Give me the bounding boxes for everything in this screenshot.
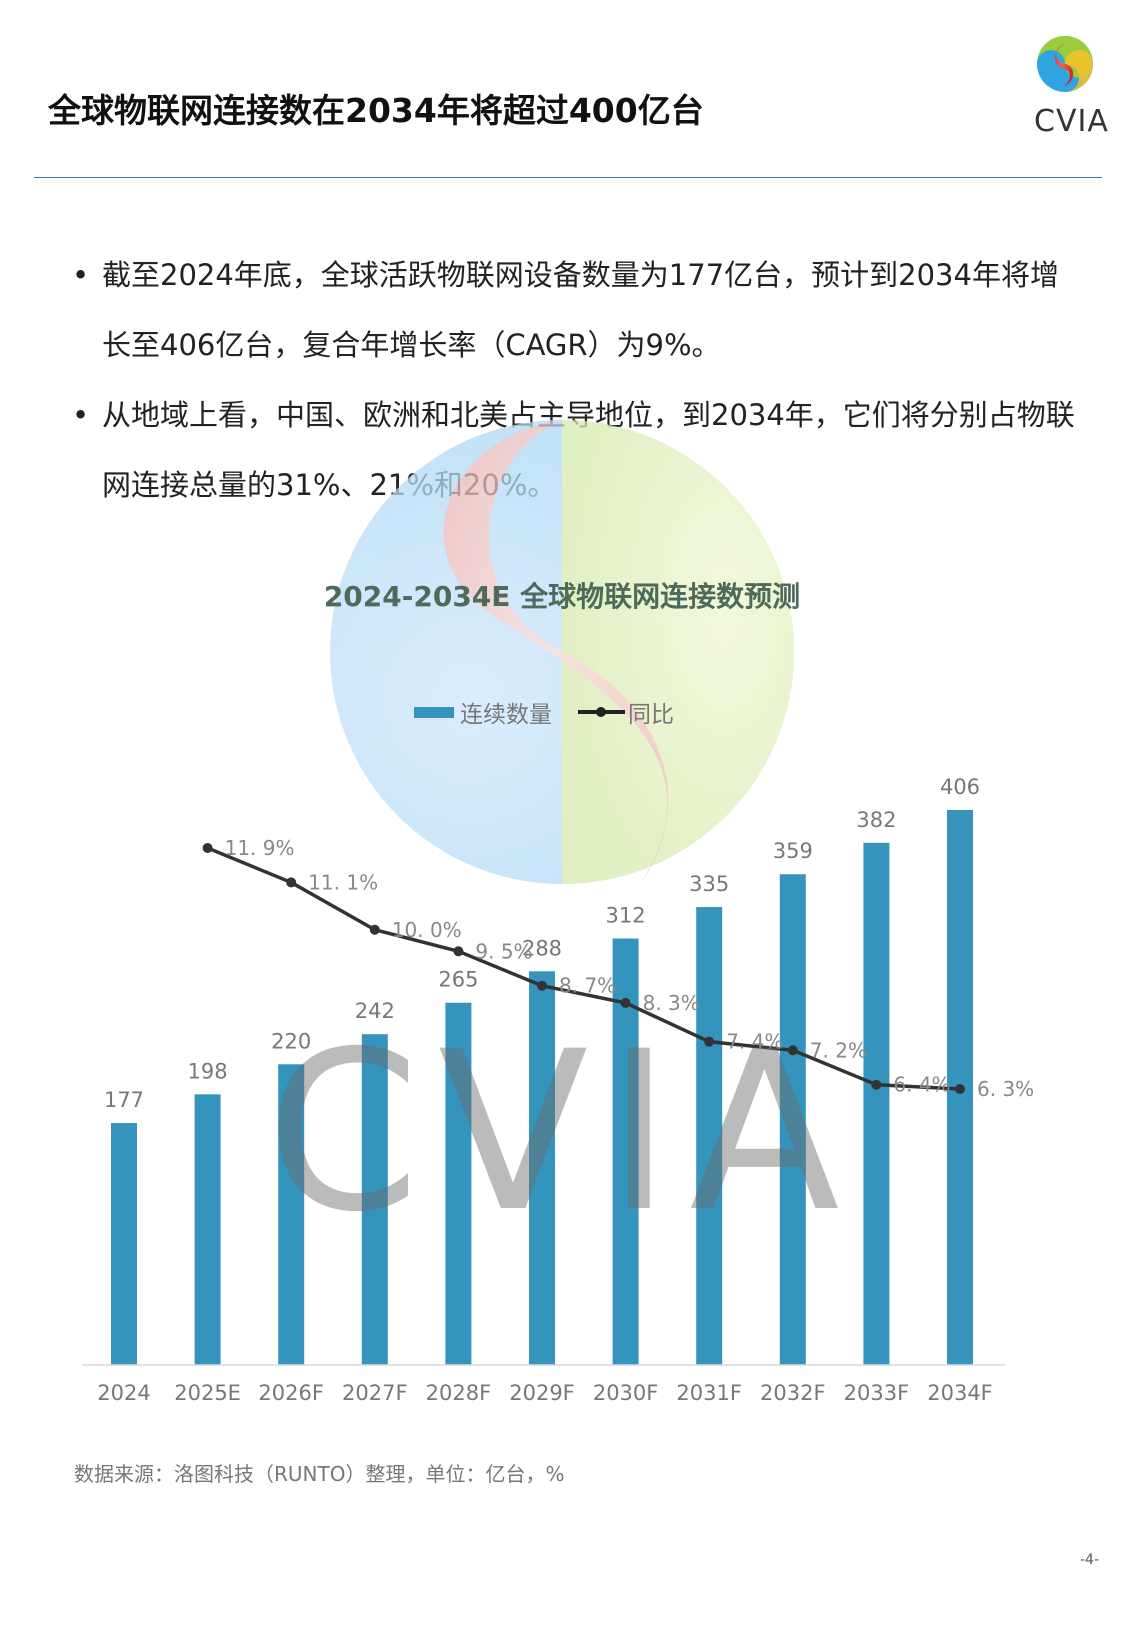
bullet-dot: • bbox=[72, 258, 90, 292]
bullet-item: • 截至2024年底，全球活跃物联网设备数量为177亿台，预计到2034年将增长至… bbox=[72, 240, 1082, 380]
yoy-point bbox=[369, 924, 380, 935]
legend-line-marker bbox=[596, 707, 606, 717]
line-series: 11. 9% 11. 1% 10. 0% 9. 5% 8. 7% 8. 3% 7. 4% 7.… bbox=[202, 836, 1034, 1101]
x-tick-label: 2026F bbox=[258, 1381, 324, 1405]
page-number: -4- bbox=[1080, 1552, 1100, 1568]
bar-2033F bbox=[863, 842, 890, 1365]
yoy-point bbox=[871, 1079, 882, 1090]
bar-value-label: 220 bbox=[271, 1029, 311, 1053]
bar-value-label: 265 bbox=[438, 968, 478, 992]
x-tick-label: 2033F bbox=[844, 1381, 910, 1405]
yoy-value-label: 9. 5% bbox=[475, 939, 532, 963]
x-tick-label: 2025E bbox=[174, 1381, 241, 1405]
yoy-value-label: 11. 9% bbox=[225, 836, 295, 860]
x-axis-labels: 2024 2025E 2026F 2027F 2028F 2029F 2030F 2031F 2… bbox=[97, 1381, 992, 1405]
bar-2030F bbox=[612, 938, 639, 1365]
x-tick-label: 2031F bbox=[676, 1381, 742, 1405]
bar-value-label: 198 bbox=[188, 1059, 228, 1083]
data-source-note: 数据来源：洛图科技（RUNTO）整理，单位：亿台，% bbox=[74, 1462, 565, 1486]
yoy-point bbox=[787, 1045, 798, 1056]
x-tick-label: 2028F bbox=[426, 1381, 492, 1405]
chart-legend: 连续数量 同比 bbox=[414, 702, 674, 728]
yoy-line bbox=[206, 846, 961, 1091]
x-tick-label: 2034F bbox=[927, 1381, 993, 1405]
yoy-value-label: 8. 7% bbox=[559, 974, 616, 998]
yoy-point bbox=[620, 997, 631, 1008]
yoy-point bbox=[286, 877, 297, 888]
yoy-value-label: 11. 1% bbox=[308, 870, 378, 894]
bar-2029F bbox=[529, 971, 555, 1365]
bar-value-label: 406 bbox=[940, 775, 980, 799]
bullet-item: • 从地域上看，中国、欧洲和北美占主导地位，到2034年，它们将分别占物联网连接总… bbox=[72, 380, 1082, 520]
yoy-point bbox=[704, 1036, 715, 1047]
logo-text: CVIA bbox=[1034, 104, 1109, 139]
x-tick-label: 2029F bbox=[509, 1381, 575, 1405]
bar-value-label: 312 bbox=[606, 903, 646, 927]
yoy-point bbox=[202, 843, 213, 853]
yoy-point bbox=[537, 980, 547, 991]
bar-2024 bbox=[111, 1123, 137, 1365]
bullet-text: 截至2024年底，全球活跃物联网设备数量为177亿台，预计到2034年将增长至4… bbox=[102, 258, 1059, 362]
yoy-value-label: 6. 4% bbox=[893, 1073, 950, 1097]
bar-2028F bbox=[445, 1002, 472, 1365]
x-tick-label: 2032F bbox=[760, 1381, 826, 1405]
bar-2027F bbox=[361, 1034, 388, 1365]
bar-value-label: 382 bbox=[856, 808, 896, 832]
cvia-logo-icon bbox=[1037, 36, 1093, 92]
bar-2034F bbox=[947, 810, 973, 1365]
bar-2026F bbox=[278, 1064, 305, 1365]
watermark-text: CVIA bbox=[266, 1004, 858, 1260]
bar-2032F bbox=[779, 874, 806, 1365]
header-divider bbox=[34, 177, 1102, 178]
bar-value-label: 288 bbox=[522, 936, 562, 960]
page-title: 全球物联网连接数在2034年将超过400亿台 bbox=[48, 91, 704, 130]
bar-series: 177 198 220 242 265 288 312 335 359 382 406 bbox=[104, 775, 980, 1365]
bullet-text: 从地域上看，中国、欧洲和北美占主导地位，到2034年，它们将分别占物联网连接总量… bbox=[102, 398, 1075, 502]
yoy-value-label: 10. 0% bbox=[392, 918, 462, 942]
yoy-value-label: 8. 3% bbox=[643, 991, 700, 1015]
bar-value-label: 359 bbox=[773, 839, 813, 863]
chart-title: 2024-2034E 全球物联网连接数预测 bbox=[324, 580, 800, 613]
bar-value-label: 335 bbox=[689, 872, 729, 896]
yoy-value-label: 7. 2% bbox=[810, 1038, 867, 1062]
legend-line-label: 同比 bbox=[628, 702, 674, 728]
x-tick-label: 2027F bbox=[342, 1381, 408, 1405]
x-tick-label: 2024 bbox=[97, 1381, 150, 1405]
bullet-list: • 截至2024年底，全球活跃物联网设备数量为177亿台，预计到2034年将增长至… bbox=[72, 240, 1082, 520]
bar-value-label: 242 bbox=[355, 999, 395, 1023]
yoy-point bbox=[955, 1084, 965, 1094]
bar-value-label: 177 bbox=[104, 1088, 144, 1112]
legend-bar-label: 连续数量 bbox=[460, 702, 552, 728]
bullet-dot: • bbox=[72, 398, 90, 432]
bar-2025E bbox=[194, 1094, 221, 1365]
bar-2031F bbox=[696, 907, 723, 1365]
yoy-value-label: 6. 3% bbox=[977, 1077, 1034, 1101]
x-tick-label: 2030F bbox=[593, 1381, 659, 1405]
yoy-point bbox=[453, 946, 464, 957]
legend-bar-swatch bbox=[414, 707, 454, 718]
yoy-value-label: 7. 4% bbox=[726, 1030, 783, 1054]
